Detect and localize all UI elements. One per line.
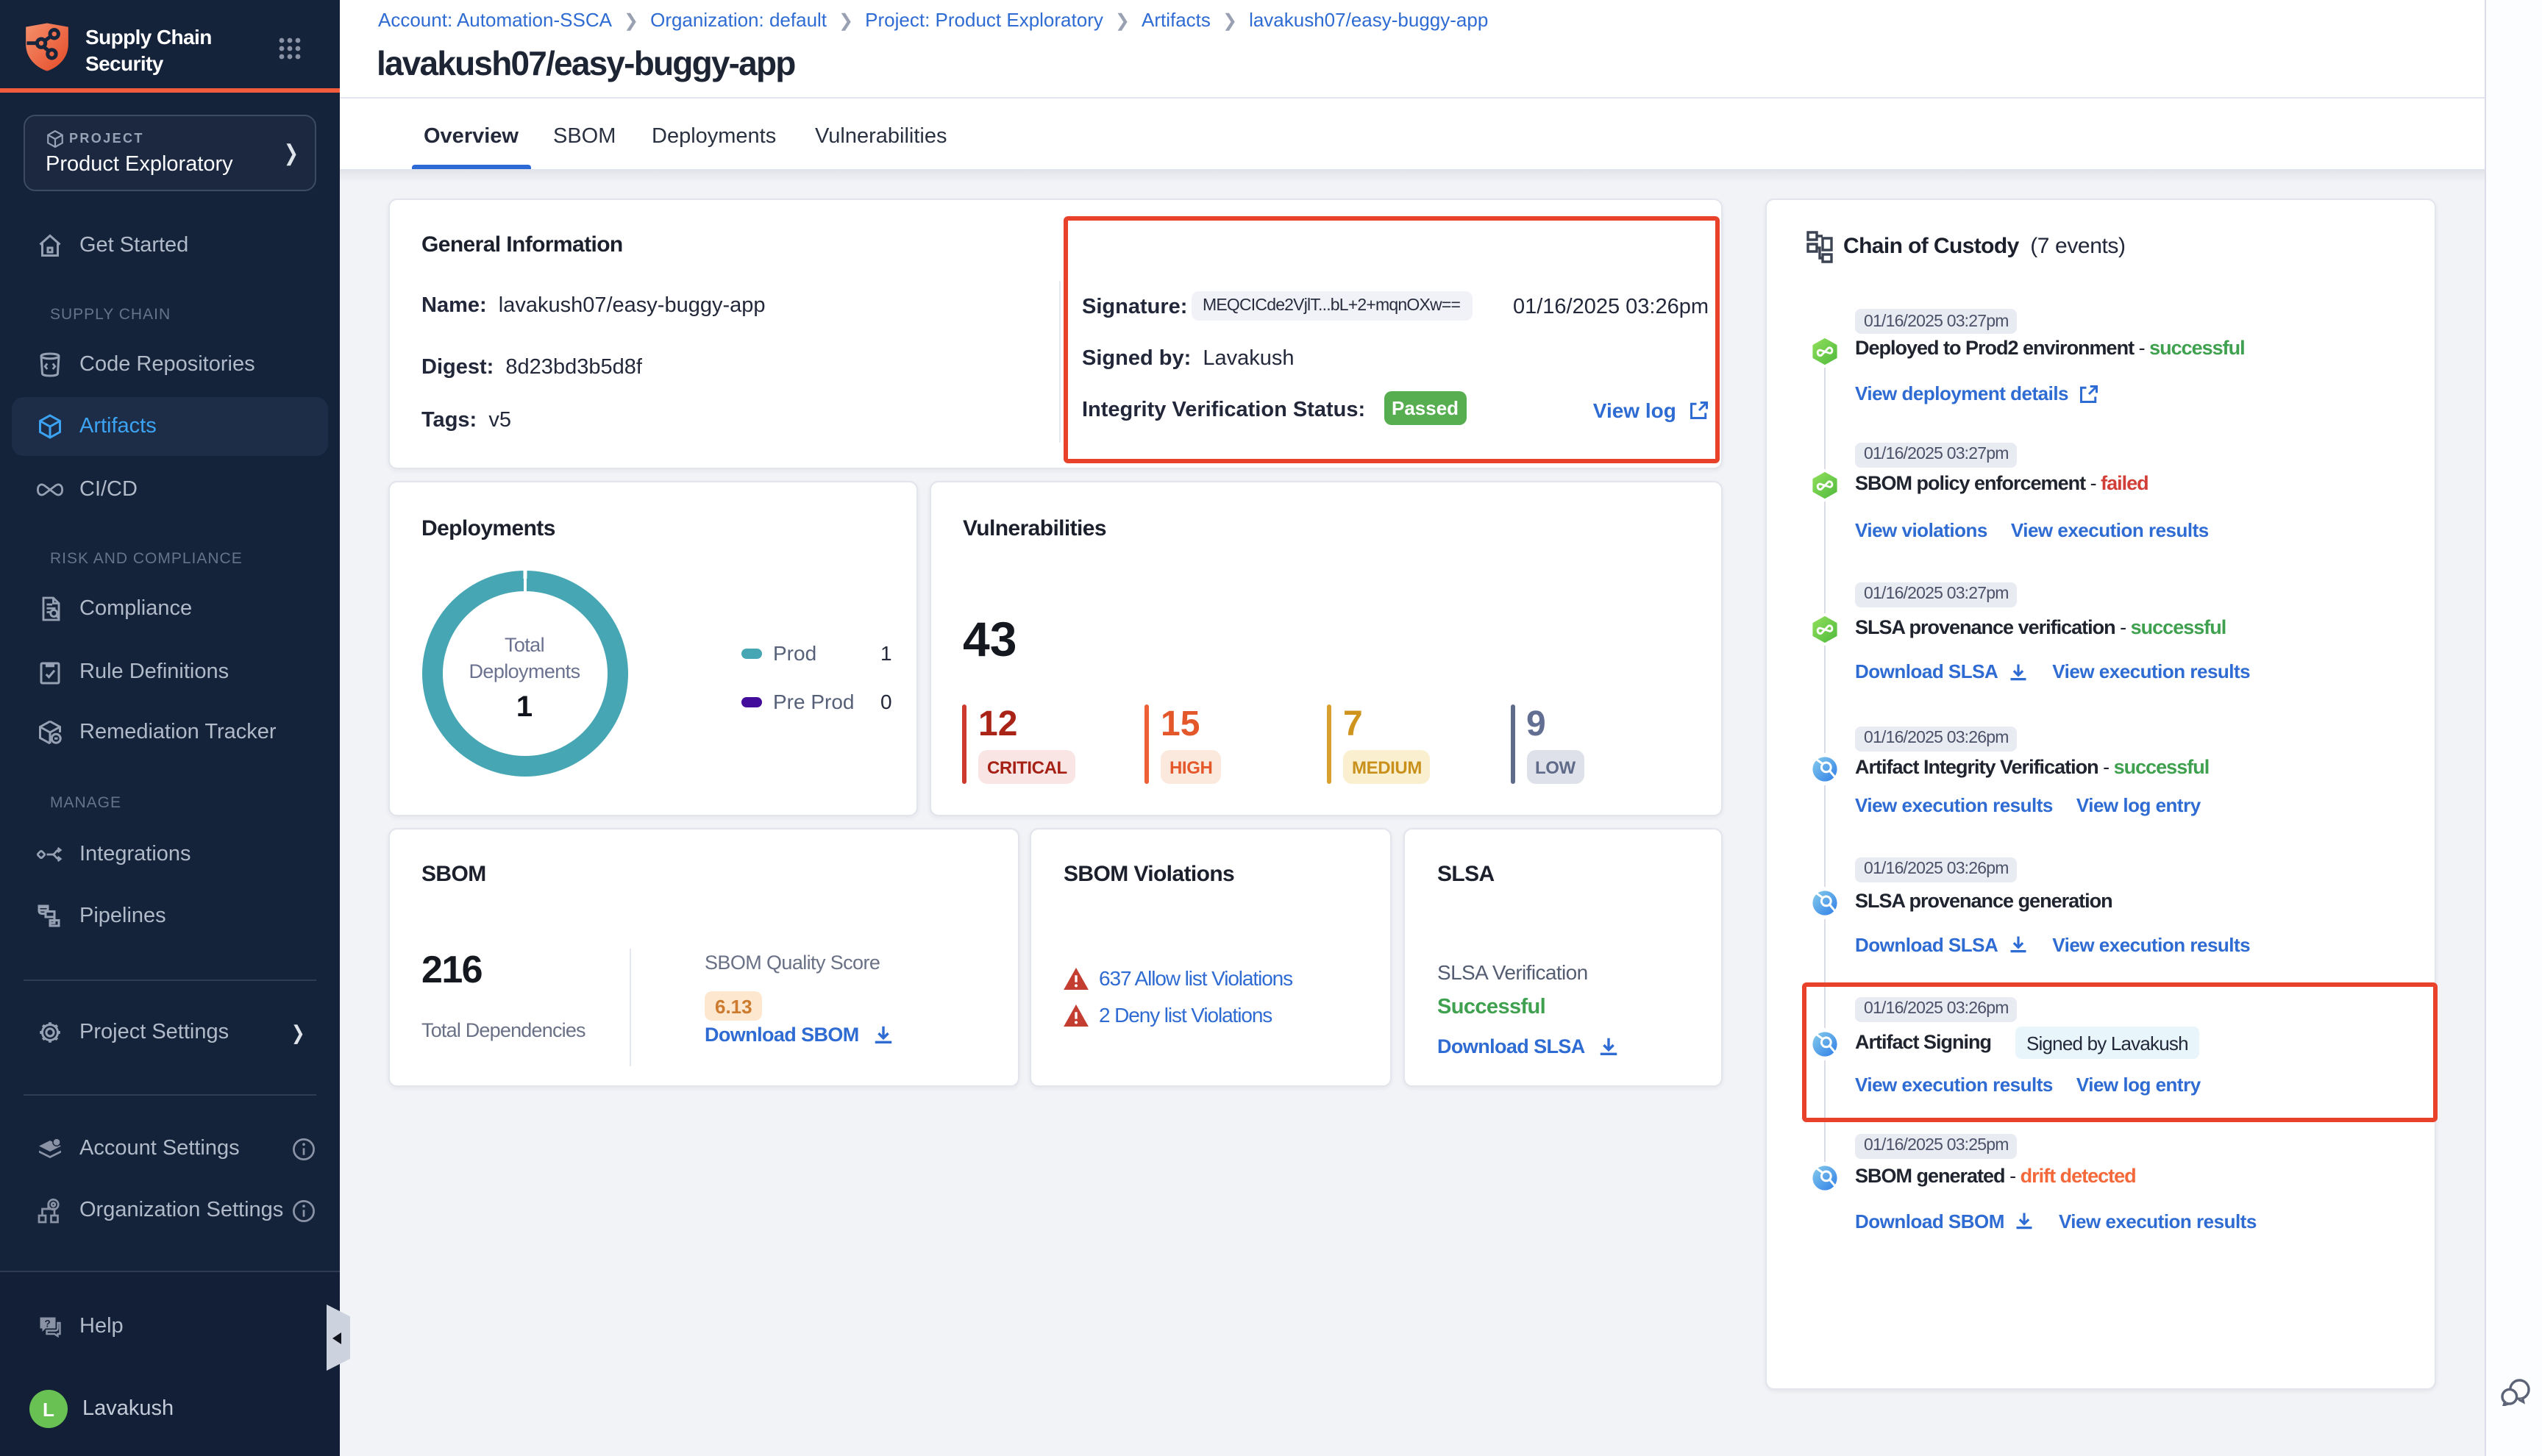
svg-text:?: ?: [45, 1317, 51, 1328]
